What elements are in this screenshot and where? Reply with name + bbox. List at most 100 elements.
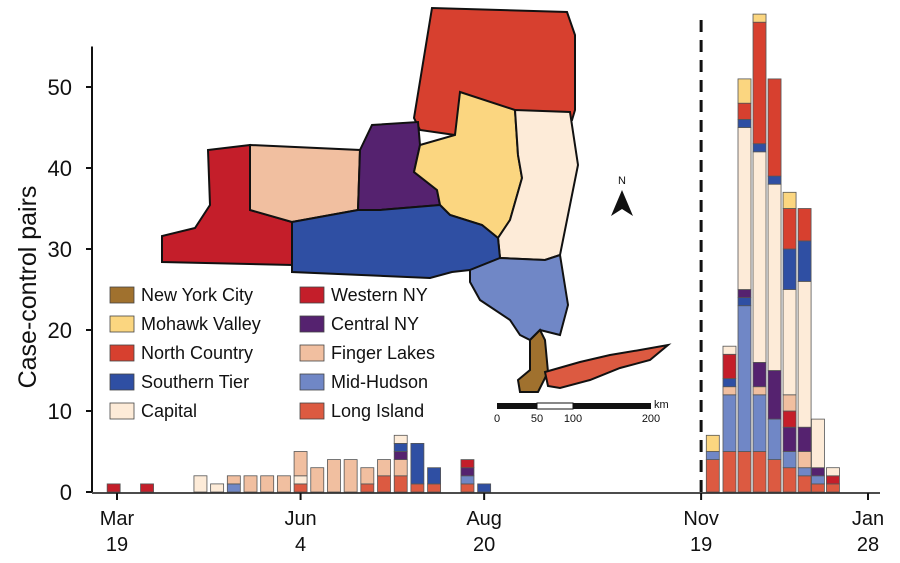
bar-segment-long-island	[737, 451, 752, 493]
map-region-finger-lakes	[249, 143, 362, 224]
bar-segment-mid-hudson	[226, 483, 241, 493]
legend-swatch-capital	[109, 402, 135, 420]
legend-swatch-southern-tier	[109, 373, 135, 391]
bar-segment-finger-lakes	[360, 467, 375, 485]
bar-segment-central-ny	[393, 451, 408, 461]
map-region-mid-hudson	[469, 253, 570, 342]
bar-segment-central-ny	[797, 426, 812, 452]
bar-segment-long-island	[293, 483, 308, 493]
legend-label: Finger Lakes	[331, 343, 435, 363]
legend-label: Southern Tier	[141, 372, 249, 392]
bar-segment-capital	[797, 280, 812, 428]
bar-segment-mid-hudson	[797, 467, 812, 477]
bar-segment-finger-lakes	[377, 459, 391, 477]
bar-segment-capital	[811, 418, 825, 469]
bar-segment-southern-tier	[393, 442, 408, 452]
bar-segment-finger-lakes	[310, 467, 325, 493]
bar-segment-central-ny	[767, 370, 782, 420]
bar-segment-southern-tier	[477, 483, 492, 493]
x-tick-label-month: Aug	[466, 508, 502, 530]
legend-swatch-western-ny	[299, 286, 325, 304]
bar-segment-long-island	[767, 459, 782, 493]
bar-segment-central-ny	[737, 289, 752, 299]
legend-label: Capital	[141, 401, 197, 421]
bar-segment-mid-hudson	[737, 305, 752, 452]
bar-segment-central-ny	[752, 361, 767, 388]
bar-segment-capital	[782, 289, 797, 396]
y-tick-label: 50	[48, 75, 72, 100]
legend-label: Mid-Hudson	[331, 372, 428, 392]
bar-segment-central-ny	[782, 426, 797, 452]
bar-segment-capital	[293, 475, 308, 485]
x-tick-label-day: 19	[690, 534, 712, 556]
bar-segment-southern-tier	[767, 175, 782, 185]
bar-segment-southern-tier	[737, 119, 752, 128]
north-label: N	[618, 175, 626, 187]
x-tick-label-month: Nov	[683, 508, 719, 530]
bar-segment-finger-lakes	[343, 459, 358, 493]
bar-segment-capital	[767, 183, 782, 371]
legend-label: Mohawk Valley	[141, 314, 261, 334]
bar-segment-finger-lakes	[782, 394, 797, 412]
bar-segment-finger-lakes	[276, 475, 291, 493]
bar-segment-mid-hudson	[811, 475, 825, 485]
bar-segment-southern-tier	[797, 240, 812, 282]
bar-segment-long-island	[811, 483, 825, 493]
bar-segment-southern-tier	[737, 297, 752, 307]
legend-label: New York City	[141, 285, 253, 305]
bar-segment-southern-tier	[722, 378, 737, 388]
bar-segment-long-island	[410, 483, 425, 493]
bar-segment-finger-lakes	[293, 451, 308, 477]
bar-segment-long-island	[722, 451, 737, 493]
bar-segment-mid-hudson	[460, 475, 475, 485]
legend-swatch-finger-lakes	[299, 344, 325, 362]
legend-swatch-new-york-city	[109, 286, 135, 304]
bar-segment-long-island	[360, 483, 375, 493]
y-tick-label: 30	[48, 237, 72, 262]
map-region-southern-tier	[291, 203, 502, 280]
bar-segment-long-island	[797, 475, 812, 493]
x-tick-label-day: 4	[295, 534, 306, 556]
bar-segment-western-ny	[460, 459, 475, 469]
bar-segment-finger-lakes	[393, 459, 408, 477]
bar-segment-north-country	[752, 21, 767, 145]
bar-segment-mid-hudson	[767, 418, 782, 461]
bar-segment-capital	[722, 345, 737, 355]
legend-label: Western NY	[331, 285, 428, 305]
x-tick-label-month: Jan	[852, 508, 884, 530]
x-tick-label-day: 28	[857, 534, 879, 556]
bar-segment-finger-lakes	[260, 475, 275, 493]
legend-label: North Country	[141, 343, 253, 363]
chart-axes: 0 10 20 30 40 50 Mar 19 Jun 4 Aug 20 Nov 19 Jan 28	[48, 14, 884, 556]
chart-legend: New York City Western NY Mohawk Valley Cent…	[109, 285, 435, 421]
y-tick-label: 40	[48, 156, 72, 181]
bar-segment-finger-lakes	[226, 475, 241, 485]
bar-segment-western-ny	[782, 410, 797, 428]
bar-segment-southern-tier	[782, 248, 797, 290]
legend-label: Long Island	[331, 401, 424, 421]
y-tick-label: 20	[48, 318, 72, 343]
bar-segment-southern-tier	[752, 143, 767, 153]
bar-segment-north-country	[782, 208, 797, 250]
scale-label-50: 50	[531, 413, 543, 425]
bar-segment-long-island	[377, 475, 391, 493]
bar-segment-western-ny	[140, 483, 154, 493]
bar-segment-western-ny	[106, 483, 121, 493]
bar-segment-capital	[737, 127, 752, 290]
bar-segment-mohawk-valley	[782, 191, 797, 209]
y-tick-label: 0	[60, 480, 72, 505]
legend-swatch-central-ny	[299, 315, 325, 333]
x-tick-label-month: Jun	[284, 508, 316, 530]
scale-label-0: 0	[494, 413, 500, 425]
bar-segment-capital	[210, 483, 225, 493]
bar-segment-mohawk-valley	[752, 13, 767, 23]
bar-segment-central-ny	[460, 467, 475, 477]
bar-segment-finger-lakes	[797, 451, 812, 469]
bar-segment-long-island	[427, 483, 441, 493]
bar-segment-southern-tier	[427, 467, 441, 485]
legend-swatch-long-island	[299, 402, 325, 420]
scale-label-100: 100	[564, 413, 582, 425]
bar-segment-finger-lakes	[722, 386, 737, 396]
y-axis-label: Case-control pairs	[14, 186, 42, 389]
north-arrow-icon	[611, 190, 633, 216]
